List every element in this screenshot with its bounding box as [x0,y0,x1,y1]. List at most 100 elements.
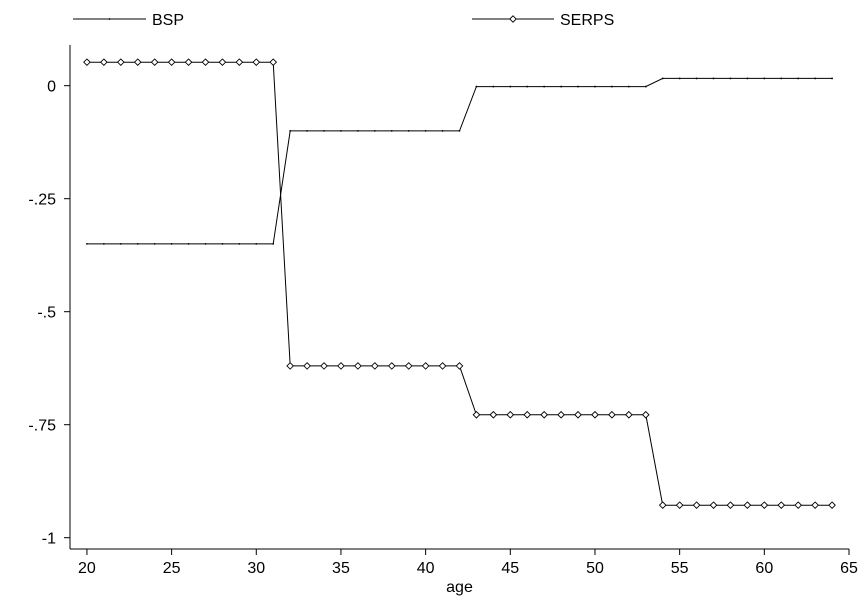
data-point [726,501,735,509]
data-point [153,242,156,245]
data-point [760,501,769,509]
data-point [218,58,227,67]
data-point [475,85,478,88]
data-point [269,58,278,67]
data-point [187,242,190,245]
data-point [560,85,563,88]
data-point [709,501,718,509]
data-point [814,77,817,80]
data-point [323,129,325,132]
data-point [777,501,786,509]
data-point [252,58,261,67]
data-point [692,501,701,509]
data-point [83,58,91,67]
data-point [489,410,498,419]
data-point [289,129,292,132]
data-point [458,129,461,132]
data-point [828,501,836,509]
data-point [100,58,108,67]
data-point [557,410,565,419]
data-point [303,362,311,370]
data-point [119,242,122,245]
data-point [150,58,159,67]
data-point [627,85,630,88]
data-point [373,129,376,132]
data-point [204,242,207,245]
x-tick-label: 20 [78,560,96,577]
legend-marker [509,15,517,23]
series-line-serps [86,61,833,506]
data-point [543,85,546,88]
data-point [387,362,396,370]
data-point [658,501,667,509]
data-point [675,501,684,509]
data-point [780,77,783,80]
series-line-bsp [86,77,833,245]
data-point [577,85,579,88]
data-point [424,129,427,132]
data-point [136,242,139,245]
series-serps [83,58,836,509]
data-point [472,410,481,419]
data-point [743,501,752,509]
data-point [337,362,345,370]
legend-label: BSP [152,12,184,29]
series-layer [83,58,836,509]
data-point [320,362,328,370]
data-point [611,85,613,88]
x-tick-label: 30 [247,560,265,577]
data-point [540,410,549,419]
y-tick-label: -.5 [37,305,56,322]
data-point [201,58,210,67]
data-point [441,129,444,132]
series-bsp [86,77,833,245]
data-point [221,242,224,245]
x-axis-title: age [446,579,473,596]
data-point [238,242,241,245]
data-point [625,410,633,419]
data-point [167,58,176,67]
data-point [170,242,173,245]
legend-label: SERPS [560,12,614,29]
data-point [421,362,430,370]
data-point [797,77,800,80]
data-point [811,501,819,509]
legend: BSP SERPS [73,12,614,29]
x-tick-label: 55 [671,560,689,577]
data-point [455,362,464,370]
y-tick-label: 0 [47,79,56,96]
y-tick-label: -1 [42,531,56,548]
x-tick-label: 40 [417,560,435,577]
y-tick-label: -.75 [28,418,56,435]
data-point [404,362,413,370]
data-point [506,410,515,419]
data-point [370,362,379,370]
data-point [574,410,582,419]
data-point [594,85,596,88]
data-point [695,77,698,80]
data-point [794,501,803,509]
data-point [86,242,88,245]
data-point [492,85,495,88]
data-point [678,77,681,80]
data-point [763,77,766,80]
y-tick-label: -.25 [28,192,56,209]
data-point [746,77,749,80]
x-tick-label: 35 [332,560,350,577]
data-point [286,362,294,370]
x-tick-label: 45 [501,560,519,577]
data-point [340,129,342,132]
data-point [255,242,258,245]
axes: 0 -.25 -.5 -.75 -1 20 25 30 35 40 45 50 55 60 65 [28,45,858,577]
legend-item-bsp: BSP [73,12,184,29]
data-point [390,129,393,132]
data-point [526,85,529,88]
x-tick-label: 50 [586,560,604,577]
data-point [661,77,664,80]
data-point [509,85,512,88]
x-tick-label: 65 [840,560,858,577]
data-point [116,58,125,67]
data-point [712,77,715,80]
data-point [729,77,732,80]
